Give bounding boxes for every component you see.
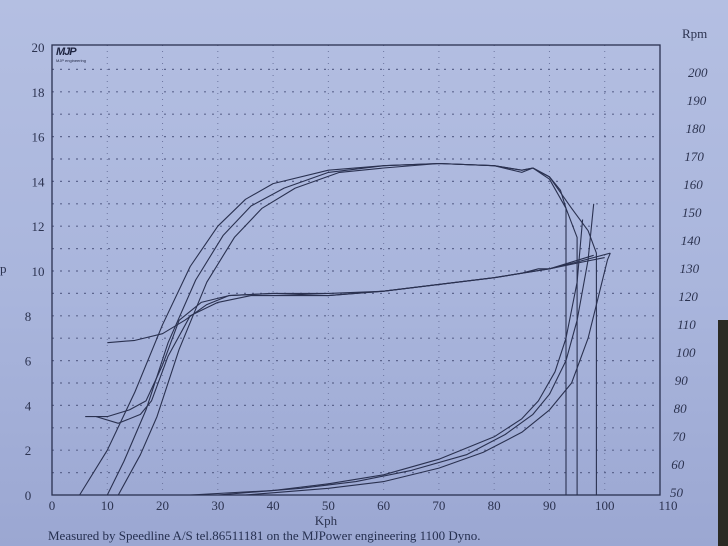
y-left-tick-label: 8 — [25, 309, 32, 324]
y-right-tick-label: 110 — [677, 317, 696, 332]
x-tick-label: 40 — [267, 498, 280, 513]
series-line-6 — [96, 254, 594, 424]
y-left-tick-label: 6 — [25, 354, 32, 369]
y-right-tick-label: 140 — [681, 233, 701, 248]
y-right-tick-label: 180 — [686, 121, 706, 136]
y-right-axis-title: Rpm — [682, 26, 707, 41]
x-axis-title: Kph — [315, 513, 338, 528]
y-right-tick-label: 130 — [680, 261, 700, 276]
y-right-tick-label: 160 — [683, 177, 703, 192]
y-left-tick-label: 0 — [25, 488, 32, 503]
series-line-1 — [79, 162, 567, 496]
series-line-7 — [190, 219, 584, 496]
y-left-tick-label: 4 — [25, 398, 32, 413]
y-right-tick-label: 60 — [671, 457, 685, 472]
x-tick-label: 100 — [595, 498, 615, 513]
series-line-3 — [117, 162, 597, 496]
y-left-tick-label: 2 — [25, 443, 32, 458]
logo-mark: MJP — [56, 46, 77, 58]
y-left-axis-title: p — [0, 261, 7, 276]
logo-subtitle: MJP engineering — [56, 58, 86, 63]
series-line-9 — [245, 252, 611, 496]
series-line-8 — [217, 203, 595, 496]
x-tick-label: 90 — [543, 498, 556, 513]
y-left-tick-label: 16 — [32, 130, 46, 145]
x-tick-label: 80 — [488, 498, 501, 513]
y-right-tick-label: 80 — [674, 401, 688, 416]
y-right-tick-label: 50 — [670, 485, 684, 500]
background-edge — [718, 320, 728, 546]
y-right-tick-label: 70 — [672, 429, 686, 444]
y-right-tick-label: 120 — [678, 289, 698, 304]
x-tick-label: 30 — [211, 498, 224, 513]
y-left-tick-label: 10 — [32, 264, 45, 279]
footer-note: Measured by Speedline A/S tel.86511181 o… — [48, 528, 481, 543]
x-tick-label: 60 — [377, 498, 390, 513]
series-line-5 — [85, 257, 605, 418]
y-left-tick-label: 12 — [32, 219, 45, 234]
y-left-tick-label: 18 — [32, 85, 45, 100]
y-right-tick-label: 170 — [684, 149, 704, 164]
plot-frame — [51, 44, 661, 496]
y-right-tick-label: 200 — [688, 65, 708, 80]
y-left-tick-label: 14 — [32, 174, 46, 189]
y-left-tick-label: 20 — [32, 40, 45, 55]
y-right-tick-label: 90 — [675, 373, 689, 388]
series-line-2 — [106, 162, 578, 496]
logo: MJP MJP engineering — [56, 46, 86, 63]
x-tick-label: 110 — [658, 498, 677, 513]
x-tick-label: 10 — [101, 498, 114, 513]
y-right-tick-label: 100 — [676, 345, 696, 360]
y-right-tick-label: 150 — [682, 205, 702, 220]
x-tick-label: 20 — [156, 498, 169, 513]
x-tick-label: 70 — [432, 498, 445, 513]
x-tick-label: 50 — [322, 498, 335, 513]
x-tick-label: 0 — [49, 498, 56, 513]
y-right-tick-label: 190 — [687, 93, 707, 108]
